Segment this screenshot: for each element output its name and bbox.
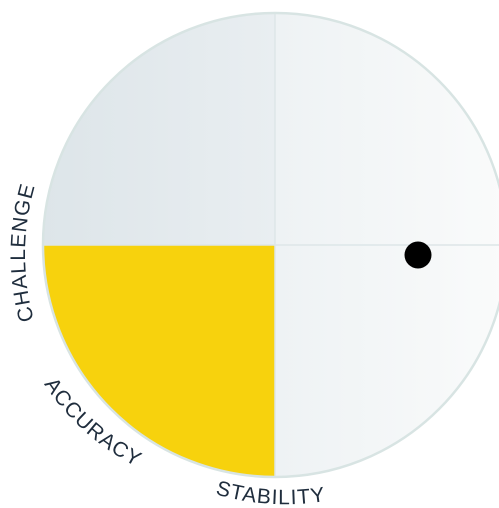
quadrant-top-left[interactable] [43, 13, 275, 245]
challenge-label: CHALLENGE [7, 181, 39, 324]
wheel-outline [41, 11, 499, 479]
quadrant-bottom-right[interactable] [275, 245, 499, 477]
stability-label-text: STABILITY [214, 477, 327, 508]
quadrant-top-right[interactable] [275, 13, 499, 245]
quadrant-bottom-left[interactable] [43, 245, 275, 477]
challenge-label-text: CHALLENGE [7, 181, 40, 324]
stability-label: STABILITY [214, 477, 326, 508]
position-marker-dot[interactable] [404, 241, 432, 269]
